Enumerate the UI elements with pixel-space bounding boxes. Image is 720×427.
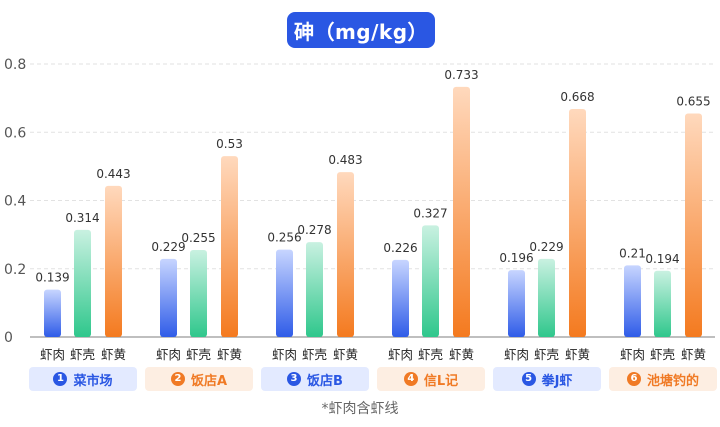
y-tick-label: 0.8 [4,57,26,73]
group-label-3: 3 饭店B [261,367,369,391]
sub-category-label: 虾肉 [388,347,413,362]
data-label: 0.255 [181,231,215,245]
bar-2-1 [160,258,177,337]
bar-3-2 [306,242,323,337]
group-name: 菜市场 [73,373,113,389]
sub-category-label: 虾壳 [70,347,95,362]
sub-category-label: 虾黄 [565,347,590,362]
bar-4-2 [422,225,439,337]
bars [44,86,702,338]
data-label: 0.256 [267,231,301,245]
data-label: 0.483 [328,153,362,167]
data-label: 0.53 [216,137,243,151]
bar-6-2 [654,270,671,337]
data-label: 0.668 [560,90,594,104]
bar-2-2 [190,249,207,337]
group-number-badge: 1 [53,372,68,386]
data-label: 0.327 [413,206,447,220]
gridlines [30,63,715,338]
bar-5-2 [538,258,555,337]
group-label-1: 1 菜市场 [29,367,137,391]
data-label: 0.229 [151,240,185,254]
data-label: 0.229 [529,240,563,254]
sub-category-label: 虾黄 [333,347,358,362]
bar-3-3 [337,172,354,337]
y-axis-ticks: 0 0.2 0.4 0.6 0.8 [4,57,26,346]
group-number-badge: 4 [403,372,418,386]
sub-category-labels: 虾肉 虾壳 虾黄 虾肉 虾壳 虾黄 虾肉 虾壳 虾黄 虾肉 虾壳 虾黄 虾肉 虾壳 虾黄 虾肉 虾壳 虾黄 [40,347,706,362]
bar-1-1 [44,289,61,337]
group-number-badge: 2 [170,372,185,386]
bar-4-1 [392,259,409,337]
data-label: 0.733 [444,68,478,82]
bar-1-3 [105,185,122,337]
sub-category-label: 虾壳 [534,347,559,362]
data-label: 0.314 [65,211,99,225]
group-name: 饭店B [307,373,343,389]
group-name: 信L记 [423,373,459,389]
sub-category-label: 虾黄 [217,347,242,362]
chart-title: 砷（mg/kg） [287,12,435,48]
bar-4-3 [453,86,470,338]
sub-category-label: 虾肉 [620,347,645,362]
group-number-badge: 5 [521,372,536,386]
sub-category-label: 虾壳 [186,347,211,362]
data-label: 0.655 [676,94,710,108]
group-number-badge: 3 [287,372,302,386]
sub-category-label: 虾黄 [681,347,706,362]
bar-6-3 [685,113,702,337]
data-label: 0.21 [619,246,646,260]
group-number-badge: 6 [626,372,641,386]
bar-5-1 [508,270,525,337]
bar-6-1 [624,265,641,337]
data-label: 0.196 [499,251,533,265]
data-label: 0.194 [645,252,679,266]
data-label: 0.226 [383,241,417,255]
bar-1-2 [74,229,91,337]
group-label-6: 6 池塘钓的 [609,367,717,391]
group-name: 池塘钓的 [646,373,699,389]
sub-category-label: 虾肉 [504,347,529,362]
group-label-5: 5 拳J虾 [493,367,601,391]
sub-category-label: 虾黄 [101,347,126,362]
y-tick-label: 0.6 [4,125,26,141]
footnote: *虾肉含虾线 [321,401,399,417]
group-name: 饭店A [190,373,228,389]
sub-category-label: 虾壳 [650,347,675,362]
sub-category-label: 虾肉 [272,347,297,362]
data-label: 0.278 [297,223,331,237]
sub-category-label: 虾肉 [40,347,65,362]
data-label: 0.139 [35,271,69,285]
y-tick-label: 0 [4,330,13,346]
group-name: 拳J虾 [541,373,573,389]
sub-category-label: 虾壳 [302,347,327,362]
sub-category-label: 虾肉 [156,347,181,362]
group-label-2: 2 饭店A [145,367,253,391]
group-label-4: 4 信L记 [377,367,485,391]
data-labels: 0.1390.3140.4430.2290.2550.530.2560.2780… [35,68,710,285]
bar-2-3 [221,156,238,337]
sub-category-label: 虾壳 [418,347,443,362]
bar-5-3 [569,109,586,337]
y-tick-label: 0.4 [4,194,26,210]
y-tick-label: 0.2 [4,262,26,278]
sub-category-label: 虾黄 [449,347,474,362]
data-label: 0.443 [96,167,130,181]
bar-3-1 [276,249,293,337]
